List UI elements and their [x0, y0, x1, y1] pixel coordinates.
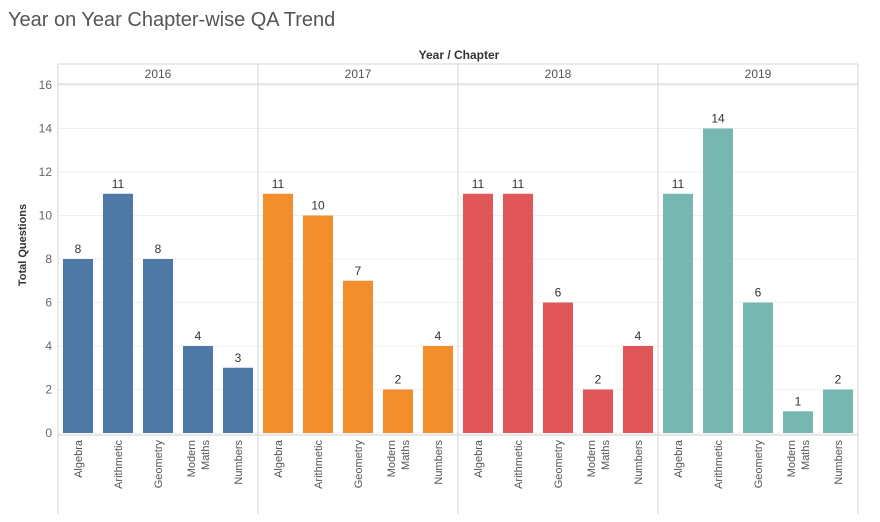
y-tick-label: 0 [45, 426, 52, 440]
y-tick-label: 16 [39, 78, 53, 92]
x-tick-label: Algebra [273, 439, 285, 478]
x-axis-ticks: Algebra Arithmetic Geometry Modern Maths Numb… [73, 439, 845, 489]
bar-2019-2 [743, 302, 773, 433]
x-tick-label: Maths [800, 440, 812, 470]
page-title: Year on Year Chapter-wise QA Trend [8, 9, 336, 31]
y-tick-label: 4 [45, 339, 52, 353]
data-label: 8 [75, 242, 82, 256]
x-tick-label: Modern [586, 440, 598, 477]
y-tick-label: 2 [45, 383, 52, 397]
y-tick-label: 14 [39, 122, 53, 136]
data-label: 1 [795, 394, 802, 408]
data-label: 11 [472, 177, 485, 191]
bar-2016-3 [183, 346, 213, 433]
bar-2016-0 [63, 259, 93, 433]
y-tick-label: 6 [45, 296, 52, 310]
x-tick-label: Algebra [473, 439, 485, 478]
data-label: 2 [835, 373, 842, 387]
x-tick-label: Numbers [233, 440, 245, 485]
data-label: 8 [155, 242, 162, 256]
data-label: 11 [512, 177, 525, 191]
x-tick-label: Arithmetic [113, 440, 125, 489]
x-tick-label: Numbers [433, 440, 445, 485]
data-labels: 8 11 8 4 3 11 10 7 2 4 11 11 6 2 4 11 14 6 1 2 [75, 112, 842, 409]
panel-header-2019: 2019 [745, 67, 772, 81]
y-tick-label: 8 [45, 252, 52, 266]
x-tick-label: Algebra [673, 439, 685, 478]
bar-2017-2 [343, 280, 373, 433]
x-tick-label: Numbers [833, 440, 845, 485]
x-tick-label: Algebra [73, 439, 85, 478]
data-label: 4 [635, 329, 642, 343]
data-label: 14 [711, 112, 725, 126]
data-label: 6 [555, 286, 562, 300]
y-axis-ticks: 0 2 4 6 8 10 12 14 16 [39, 78, 53, 440]
panel-header-2018: 2018 [545, 67, 572, 81]
x-tick-label: Geometry [353, 440, 365, 489]
bar-2018-1 [503, 193, 533, 433]
y-tick-label: 10 [39, 209, 53, 223]
x-tick-label: Modern [786, 440, 798, 477]
bar-2018-2 [543, 302, 573, 433]
bar-2016-1 [103, 193, 133, 433]
y-tick-label: 12 [39, 165, 53, 179]
x-tick-label: Modern [386, 440, 398, 477]
bar-2017-4 [423, 346, 453, 433]
bar-2019-1 [703, 128, 733, 433]
bars [63, 128, 853, 433]
data-label: 3 [235, 351, 242, 365]
data-label: 7 [355, 264, 362, 278]
chart-frame [57, 63, 859, 514]
data-label: 11 [112, 177, 125, 191]
header-label: Year / Chapter [419, 48, 500, 62]
panel-header-2017: 2017 [345, 67, 372, 81]
data-label: 11 [672, 177, 685, 191]
bar-2017-1 [303, 215, 333, 433]
bar-2016-4 [223, 367, 253, 433]
data-label: 2 [395, 373, 402, 387]
data-label: 4 [435, 329, 442, 343]
bar-2018-4 [623, 346, 653, 433]
x-tick-label: Maths [200, 440, 212, 470]
panel-header-2016: 2016 [145, 67, 172, 81]
bar-2016-2 [143, 259, 173, 433]
bar-2019-3 [783, 411, 813, 433]
bar-2017-0 [263, 193, 293, 433]
bar-2019-0 [663, 193, 693, 433]
bar-2017-3 [383, 389, 413, 433]
x-tick-label: Modern [186, 440, 198, 477]
x-tick-label: Geometry [153, 440, 165, 489]
bar-2018-0 [463, 193, 493, 433]
data-label: 10 [311, 199, 325, 213]
x-tick-label: Arithmetic [313, 440, 325, 489]
y-axis-label: Total Questions [17, 204, 29, 286]
data-label: 11 [272, 177, 285, 191]
bar-2018-3 [583, 389, 613, 433]
x-tick-label: Maths [600, 440, 612, 470]
x-tick-label: Arithmetic [513, 440, 525, 489]
bar-2019-4 [823, 389, 853, 433]
data-label: 6 [755, 286, 762, 300]
panel-headers: 2016 2017 2018 2019 [145, 67, 772, 81]
data-label: 2 [595, 373, 602, 387]
x-tick-label: Numbers [633, 440, 645, 485]
x-tick-label: Maths [400, 440, 412, 470]
x-tick-label: Geometry [753, 440, 765, 489]
data-label: 4 [195, 329, 202, 343]
x-tick-label: Arithmetic [713, 440, 725, 489]
x-tick-label: Geometry [553, 440, 565, 489]
